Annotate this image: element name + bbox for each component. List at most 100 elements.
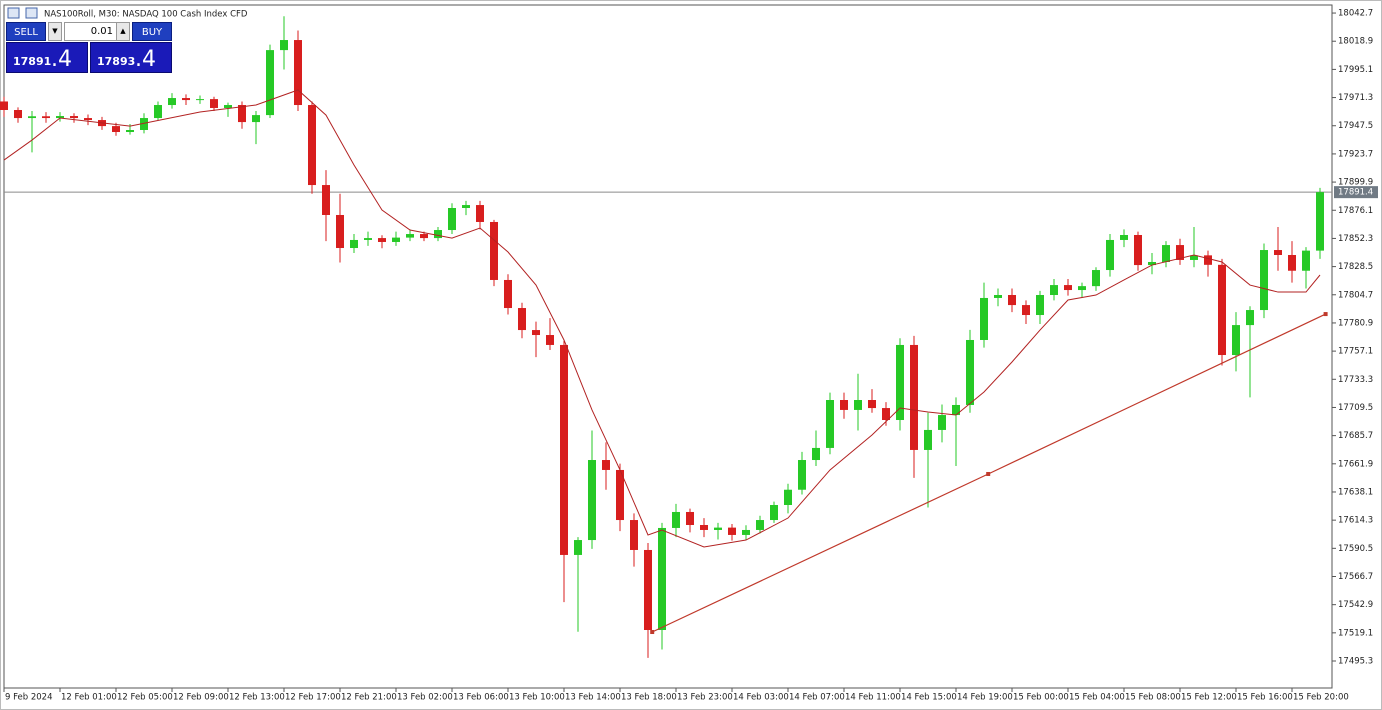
- candle-body: [434, 230, 442, 239]
- y-tick-label: 17923.7: [1338, 149, 1373, 159]
- x-tick-label: 12 Feb 05:00: [117, 693, 173, 703]
- candle-body: [700, 525, 708, 530]
- buy-button[interactable]: BUY: [132, 22, 172, 41]
- candle-body: [854, 400, 862, 410]
- candle-body: [798, 460, 806, 490]
- candle-body: [672, 511, 680, 528]
- x-tick-label: 15 Feb 08:00: [1125, 693, 1181, 703]
- y-tick-label: 18042.7: [1338, 9, 1373, 19]
- candle-body: [84, 118, 92, 121]
- bid-quote[interactable]: 17891 .4: [6, 42, 88, 73]
- candle-body: [714, 527, 722, 530]
- candle-body: [1106, 239, 1114, 271]
- x-tick-label: 13 Feb 10:00: [509, 693, 565, 703]
- y-tick-label: 17757.1: [1338, 347, 1373, 357]
- x-tick-label: 15 Feb 04:00: [1069, 693, 1125, 703]
- candle-body: [154, 105, 162, 119]
- y-tick-label: 17661.9: [1338, 459, 1373, 469]
- candle-body: [280, 40, 288, 51]
- candle-body: [896, 344, 904, 421]
- volume-input[interactable]: 0.01: [64, 22, 118, 41]
- candle-body: [840, 400, 848, 410]
- candle-body: [686, 511, 694, 526]
- y-tick-label: 17852.3: [1338, 234, 1373, 244]
- candle-body: [994, 295, 1002, 298]
- candle-body: [1064, 285, 1072, 291]
- candle-body: [784, 489, 792, 505]
- price-label-box: [1334, 186, 1378, 199]
- y-tick-label: 17519.1: [1338, 628, 1373, 638]
- candle-body: [350, 239, 358, 249]
- x-tick-label: 13 Feb 06:00: [453, 693, 509, 703]
- candle-body: [14, 109, 22, 119]
- candle-body: [1134, 234, 1142, 266]
- y-tick-label: 17876.1: [1338, 206, 1373, 216]
- x-tick-label: 14 Feb 11:00: [845, 693, 901, 703]
- candle-body: [518, 308, 526, 331]
- candle-body: [1204, 255, 1212, 265]
- ask-frac: .4: [135, 47, 156, 72]
- volume-up[interactable]: ▲: [116, 22, 130, 41]
- candle-body: [1120, 234, 1128, 240]
- candle-body: [462, 205, 470, 209]
- candle-body: [378, 238, 386, 242]
- x-tick-label: 15 Feb 12:00: [1181, 693, 1237, 703]
- candle-body: [658, 527, 666, 630]
- y-tick-label: 17780.9: [1338, 318, 1373, 328]
- candle-body: [70, 116, 78, 119]
- x-tick-label: 14 Feb 19:00: [957, 693, 1013, 703]
- chart-title: NAS100Roll, M30: NASDAQ 100 Cash Index C…: [44, 10, 248, 20]
- candle-body: [42, 116, 50, 119]
- candle-body: [868, 400, 876, 409]
- candle-body: [1022, 305, 1030, 316]
- x-tick-label: 14 Feb 03:00: [733, 693, 789, 703]
- y-tick-label: 17542.9: [1338, 600, 1373, 610]
- x-tick-label: 12 Feb 09:00: [173, 693, 229, 703]
- candle-body: [532, 330, 540, 336]
- candle-body: [196, 99, 204, 101]
- candle-body: [1274, 250, 1282, 255]
- y-tick-label: 17733.3: [1338, 375, 1373, 385]
- candle-body: [1190, 255, 1198, 260]
- candle-body: [1232, 325, 1240, 356]
- candle-body: [1302, 250, 1310, 271]
- candle-body: [126, 129, 134, 133]
- y-tick-label: 17495.3: [1338, 657, 1373, 667]
- candle-body: [1176, 245, 1184, 260]
- x-tick-label: 12 Feb 21:00: [341, 693, 397, 703]
- x-tick-label: 12 Feb 01:00: [61, 693, 117, 703]
- candle-body: [1218, 264, 1226, 356]
- candle-body: [448, 208, 456, 231]
- candle-body: [560, 344, 568, 555]
- candle-body: [1050, 285, 1058, 296]
- candle-body: [182, 98, 190, 101]
- icon: [25, 7, 38, 19]
- sell-button[interactable]: SELL: [6, 22, 46, 41]
- candle-body: [1148, 261, 1156, 266]
- y-tick-label: 17971.3: [1338, 93, 1373, 103]
- candle-body: [266, 50, 274, 116]
- icon: [7, 7, 20, 19]
- candle-body: [910, 344, 918, 450]
- candle-body: [728, 527, 736, 535]
- candle-body: [1316, 192, 1324, 251]
- candle-body: [210, 99, 218, 108]
- volume-down[interactable]: ▼: [48, 22, 62, 41]
- candle-body: [420, 234, 428, 239]
- ask-main: 17893: [97, 55, 136, 68]
- x-tick-label: 14 Feb 15:00: [901, 693, 957, 703]
- candle-body: [588, 460, 596, 541]
- candle-body: [112, 126, 120, 133]
- candle-body: [294, 40, 302, 106]
- x-tick-label: 13 Feb 23:00: [677, 693, 733, 703]
- candle-body: [238, 105, 246, 123]
- y-tick-label: 17947.5: [1338, 121, 1373, 131]
- candle-body: [630, 520, 638, 550]
- ask-quote[interactable]: 17893 .4: [90, 42, 172, 73]
- y-tick-label: 17995.1: [1338, 65, 1373, 75]
- candle-body: [0, 101, 8, 110]
- candle-body: [756, 520, 764, 530]
- trade-panel: SELL ▼ 0.01 ▲ BUY 17891 .4 17893 .4: [6, 22, 172, 73]
- candle-body: [826, 400, 834, 448]
